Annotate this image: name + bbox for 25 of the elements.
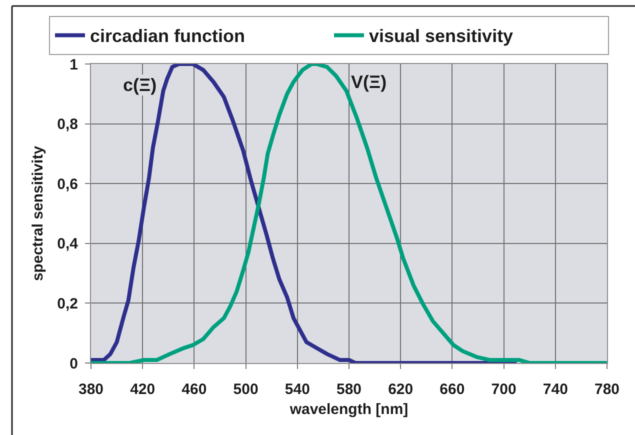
legend-label: circadian function — [90, 26, 246, 46]
x-tick-label: 740 — [542, 381, 568, 398]
x-tick-label: 540 — [284, 381, 310, 398]
x-tick-label: 700 — [491, 381, 516, 398]
y-tick-label: 0 — [70, 355, 78, 372]
x-tick-label: 780 — [594, 381, 620, 398]
y-tick-label: 0,2 — [57, 295, 78, 312]
x-tick-label: 460 — [182, 381, 207, 398]
y-axis-title: spectral sensitivity — [29, 145, 46, 282]
line-series — [91, 64, 519, 363]
x-axis-title: wavelength [nm] — [288, 401, 408, 418]
x-tick-label: 660 — [440, 381, 465, 398]
x-tick-label: 380 — [78, 381, 104, 398]
annotation: c(Ξ) — [123, 75, 157, 95]
x-tick-label: 420 — [130, 381, 156, 398]
x-tick-label: 580 — [336, 381, 362, 398]
x-tick-label: 500 — [233, 381, 258, 398]
y-tick-label: 0,8 — [57, 116, 78, 134]
x-tick-label: 620 — [388, 381, 414, 398]
y-tick-label: 0,4 — [57, 236, 79, 253]
legend-label: visual sensitivity — [369, 26, 514, 46]
y-tick-label: 1 — [70, 56, 78, 74]
annotation: V(Ξ) — [351, 72, 387, 92]
y-tick-label: 0,6 — [57, 176, 78, 193]
line-series — [91, 64, 607, 363]
